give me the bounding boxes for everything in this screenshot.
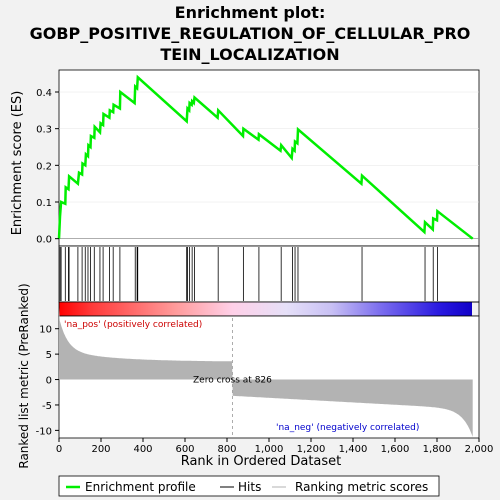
es-y-axis-label: Enrichment score (ES) <box>10 91 25 236</box>
x-tick-label: 400 <box>133 444 152 455</box>
metric-y-tick-label: 10 <box>39 325 52 336</box>
legend-metric-label: Ranking metric scores <box>295 480 428 494</box>
chart-title-line: GOBP_POSITIVE_REGULATION_OF_CELLULAR_PRO <box>29 24 471 43</box>
neg-correlated-label: 'na_neg' (negatively correlated) <box>276 423 419 433</box>
chart-title-line: Enrichment plot: <box>174 3 326 22</box>
rank-color-bar <box>59 302 472 316</box>
metric-y-tick-label: -10 <box>36 426 52 437</box>
x-tick-label: 1,800 <box>423 444 452 455</box>
es-line <box>57 74 474 240</box>
legend-hits-label: Hits <box>238 480 261 494</box>
hits-panel <box>58 245 480 303</box>
x-tick-label: 1,000 <box>255 444 284 455</box>
x-tick-label: 1,400 <box>339 444 368 455</box>
pos-correlated-label: 'na_pos' (positively correlated) <box>64 320 202 330</box>
legend-es-label: Enrichment profile <box>85 480 196 494</box>
x-tick-label: 600 <box>175 444 194 455</box>
metric-y-tick-label: 0 <box>46 376 52 387</box>
es-y-tick-label: 0.1 <box>36 198 52 209</box>
x-tick-label: 0 <box>56 444 62 455</box>
x-tick-label: 200 <box>91 444 110 455</box>
metric-y-tick-label: 5 <box>46 350 52 361</box>
es-y-tick-label: 0.3 <box>36 125 52 136</box>
x-tick-label: 2,000 <box>465 444 494 455</box>
metric-area <box>59 307 473 437</box>
es-y-tick-label: 0.0 <box>36 235 52 246</box>
x-axis-label: Rank in Ordered Dataset <box>181 454 342 469</box>
zero-cross-label: Zero cross at 826 <box>193 376 272 386</box>
es-y-tick-label: 0.4 <box>36 88 52 99</box>
es-y-tick-label: 0.2 <box>36 161 52 172</box>
chart-title: Enrichment plot: GOBP_POSITIVE_REGULATIO… <box>0 2 500 65</box>
x-tick-label: 1,600 <box>381 444 410 455</box>
x-tick-label: 1,200 <box>297 444 326 455</box>
legend-box <box>58 475 440 497</box>
metric-y-tick-label: -5 <box>42 401 52 412</box>
metric-y-axis-label: Ranked list metric (PreRanked) <box>17 283 31 468</box>
x-tick-label: 800 <box>217 444 236 455</box>
es-panel <box>58 69 480 247</box>
chart-title-line: TEIN_LOCALIZATION <box>160 45 340 64</box>
